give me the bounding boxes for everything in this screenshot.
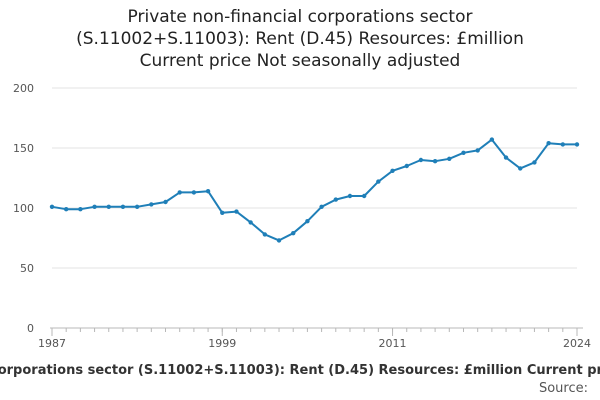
- data-point-2024: [574, 142, 580, 147]
- data-point-1997: [191, 190, 197, 195]
- data-point-2019: [503, 155, 509, 160]
- data-point-2010: [376, 179, 381, 184]
- data-point-2022: [546, 141, 551, 146]
- data-point-1988: [63, 207, 69, 212]
- data-point-2018: [489, 137, 495, 142]
- data-point-2011: [390, 168, 395, 173]
- footer-source: Source:: [538, 381, 588, 396]
- data-point-2014: [432, 159, 438, 164]
- x-tick-label-2011: 2011: [379, 337, 407, 350]
- x-tick-label-1999: 1999: [208, 337, 236, 350]
- data-point-2000: [234, 209, 239, 214]
- series-line-0: [51, 138, 577, 242]
- data-point-1996: [177, 190, 182, 195]
- data-point-1994: [149, 202, 154, 207]
- data-point-2003: [276, 238, 282, 243]
- data-point-2005: [305, 219, 310, 224]
- data-point-2008: [347, 193, 353, 199]
- data-point-1991: [106, 204, 111, 209]
- data-point-2020: [518, 166, 523, 171]
- data-point-1992: [120, 204, 126, 209]
- data-point-2023: [560, 142, 566, 147]
- y-tick-label-50: 50: [20, 262, 34, 275]
- data-point-2002: [262, 232, 268, 237]
- chart-title: Private non-financial corporations secto…: [20, 6, 580, 72]
- y-tick-label-150: 150: [13, 142, 34, 155]
- data-point-2015: [447, 156, 452, 161]
- data-point-2017: [475, 148, 480, 153]
- data-point-2004: [291, 231, 296, 236]
- data-point-2001: [248, 220, 253, 225]
- data-point-1993: [134, 204, 140, 209]
- data-point-2006: [319, 204, 324, 209]
- x-tick-label-1987: 1987: [38, 337, 66, 350]
- data-point-1987: [49, 204, 55, 209]
- data-point-2021: [532, 160, 537, 165]
- data-point-1998: [205, 189, 211, 194]
- data-point-2013: [418, 157, 424, 163]
- data-point-2009: [361, 193, 367, 199]
- data-point-1989: [78, 207, 83, 212]
- data-point-1999: [220, 210, 225, 215]
- data-point-1990: [92, 204, 97, 209]
- chart-title-line-3: Current price Not seasonally adjusted: [139, 51, 461, 71]
- footer-caption: corporations sector (S.11002+S.11003): R…: [0, 363, 600, 378]
- y-tick-label-100: 100: [13, 202, 34, 215]
- data-point-2012: [404, 163, 409, 169]
- x-tick-label-2024: 2024: [563, 337, 591, 350]
- chart-title-line-1: Private non-financial corporations secto…: [127, 7, 473, 27]
- data-point-2007: [333, 197, 338, 202]
- chart-title-line-2: (S.11002+S.11003): Rent (D.45) Resources…: [76, 29, 524, 49]
- y-tick-label-0: 0: [27, 322, 34, 335]
- y-tick-label-200: 200: [13, 82, 34, 95]
- data-point-2016: [461, 150, 466, 155]
- data-point-1995: [163, 199, 168, 205]
